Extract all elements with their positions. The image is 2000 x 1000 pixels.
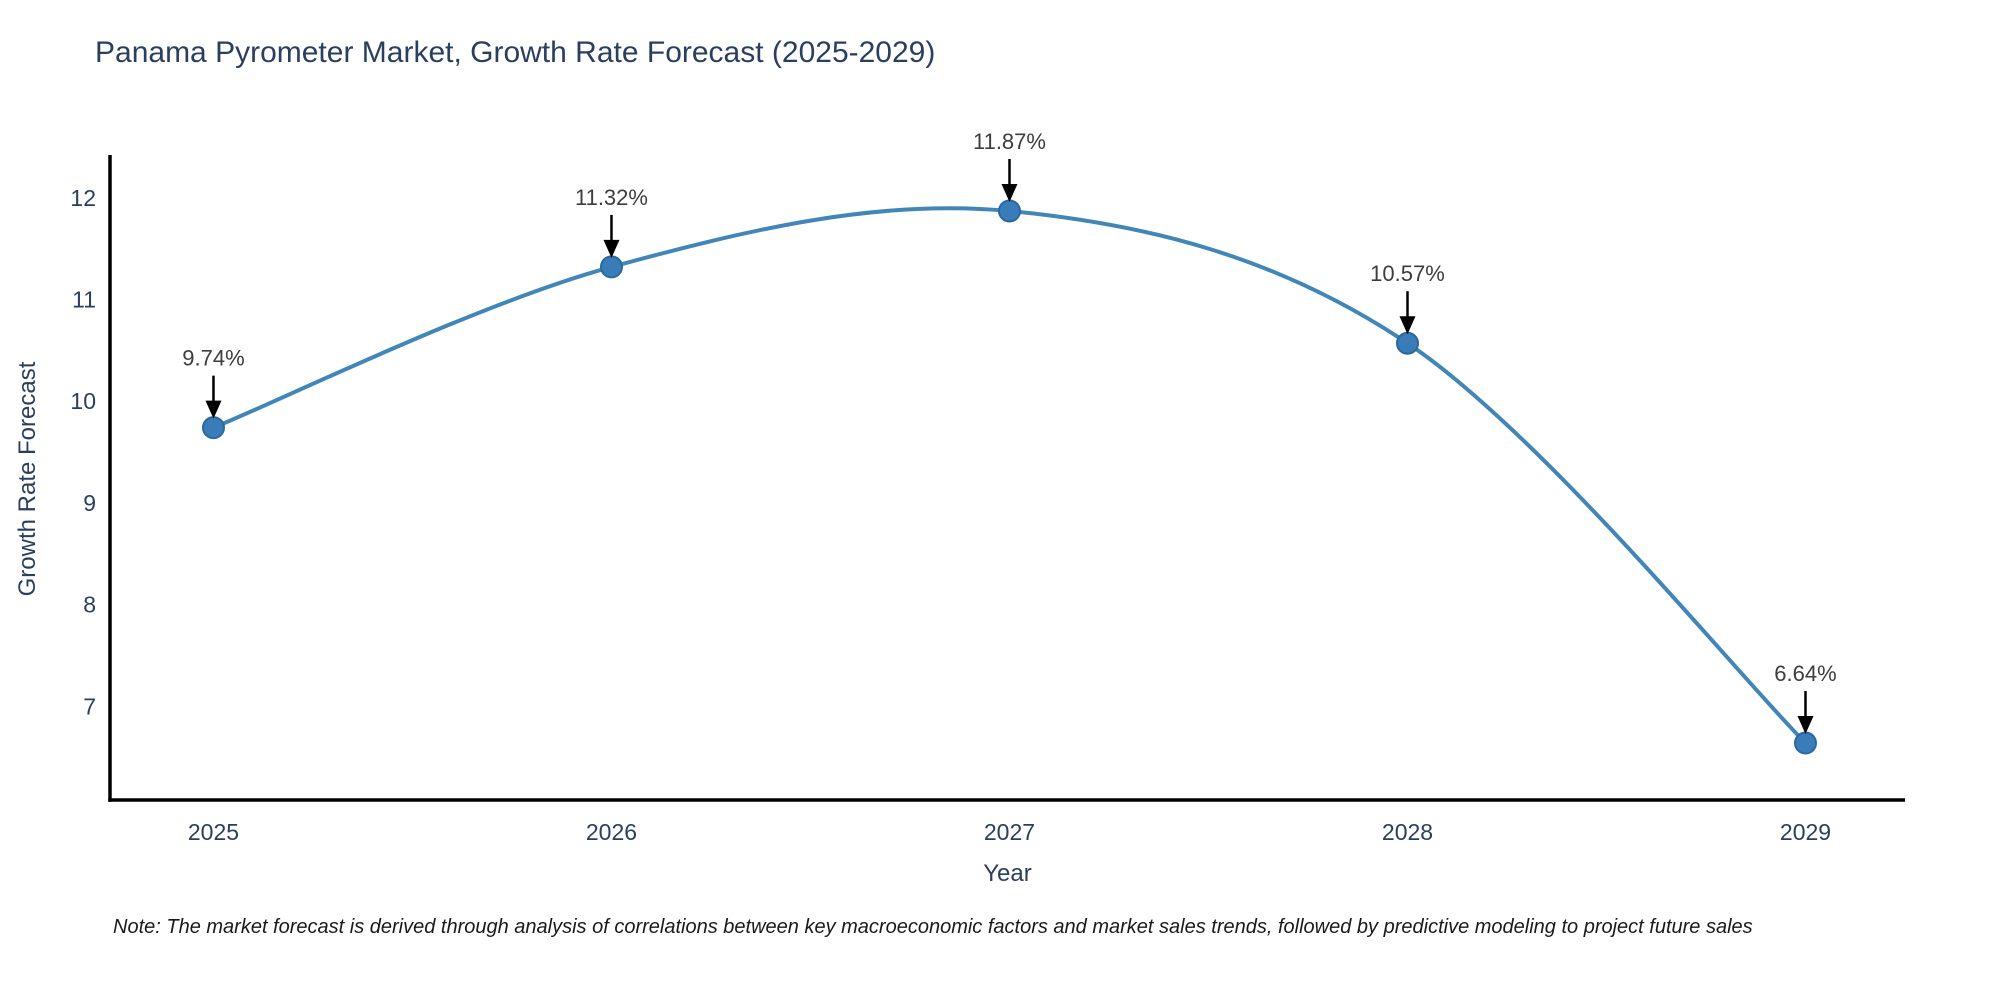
data-point-2027[interactable] (997, 199, 1021, 223)
annotation-label-2029: 6.64% (1774, 661, 1836, 686)
annotation-label-2028: 10.57% (1370, 261, 1445, 286)
annotation-arrowhead-2025 (205, 400, 222, 419)
data-point-2026[interactable] (599, 255, 623, 279)
annotation-label-2027: 11.87% (973, 129, 1046, 154)
annotation-label-2025: 9.74% (182, 346, 244, 371)
y-tick-label-10: 10 (70, 388, 96, 414)
x-axis-title: Year (983, 860, 1032, 887)
data-point-2025[interactable] (201, 416, 225, 440)
data-point-2028[interactable] (1395, 331, 1419, 355)
y-tick-label-7: 7 (83, 693, 96, 719)
x-tick-label-2029: 2029 (1780, 819, 1831, 845)
chart-title: Panama Pyrometer Market, Growth Rate For… (95, 36, 936, 69)
y-tick-label-8: 8 (83, 592, 96, 618)
annotation-label-2026: 11.32% (575, 185, 648, 210)
y-tick-label-9: 9 (83, 490, 96, 516)
x-tick-label-2027: 2027 (984, 819, 1035, 845)
x-tick-label-2025: 2025 (188, 819, 239, 845)
x-tick-label-2026: 2026 (586, 819, 637, 845)
chart-footnote: Note: The market forecast is derived thr… (113, 916, 1753, 938)
annotation-arrowhead-2026 (603, 239, 620, 258)
y-tick-label-11: 11 (72, 287, 96, 313)
forecast-line (211, 206, 1808, 745)
annotation-arrowhead-2028 (1399, 316, 1416, 335)
annotation-arrowhead-2027 (1001, 183, 1018, 202)
x-tick-label-2028: 2028 (1382, 819, 1433, 845)
annotation-arrowhead-2029 (1797, 716, 1814, 735)
data-point-2029[interactable] (1793, 731, 1817, 755)
y-tick-label-12: 12 (70, 185, 96, 211)
y-axis-title: Growth Rate Forecast (14, 361, 41, 597)
